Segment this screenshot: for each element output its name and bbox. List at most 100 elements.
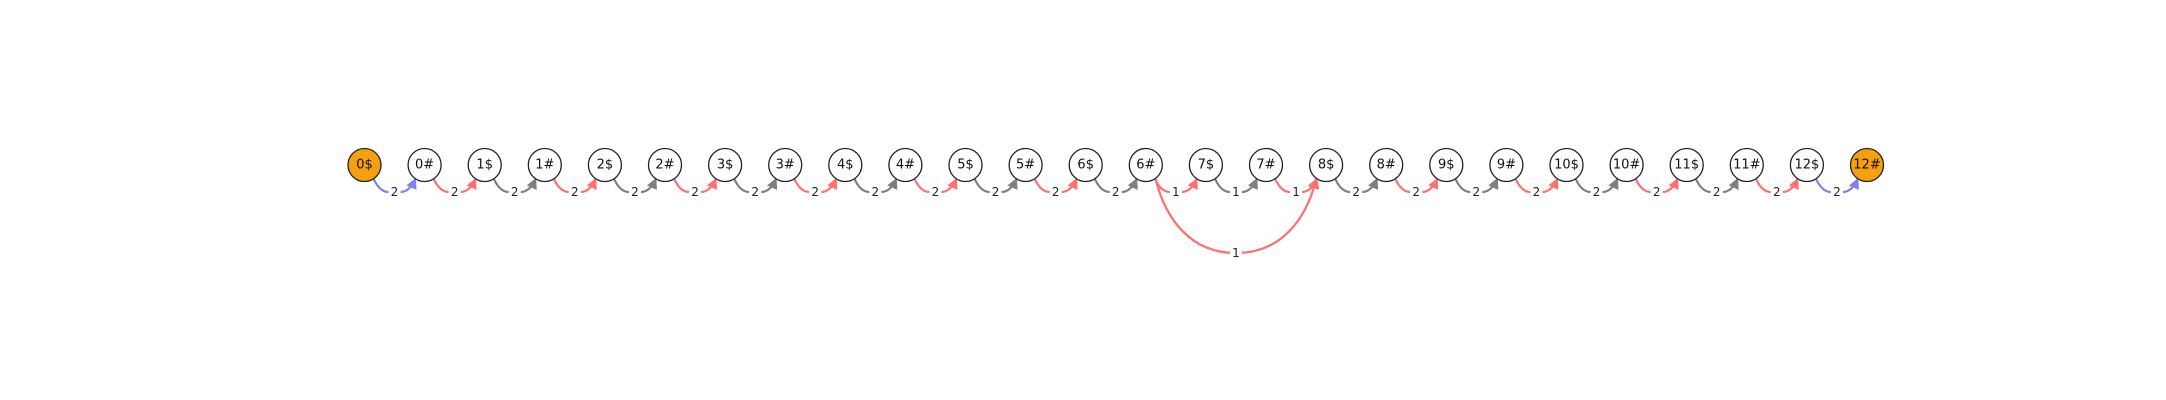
node-circle [1489, 147, 1524, 183]
edge-label-background [1229, 245, 1242, 261]
edge-11H-to-12S [1754, 179, 1798, 194]
edge-weight-label: 1 [1232, 246, 1240, 260]
node-circle [1669, 147, 1704, 183]
node-0H: 0# [407, 147, 442, 183]
edge-11S-to-11H [1694, 179, 1738, 194]
edge-0H-to-1S [432, 179, 476, 194]
terminal-node-circle [1849, 147, 1885, 183]
edge-label-background [929, 184, 942, 200]
edge-label-background [1530, 184, 1543, 200]
node-label: 9# [1497, 158, 1516, 173]
node-label: 4# [896, 158, 915, 173]
edge-weight-label: 2 [1052, 185, 1060, 199]
node-circle [1248, 147, 1284, 183]
edge-12S-to-12H [1814, 179, 1858, 194]
node-circle [707, 147, 743, 183]
node-circle [768, 147, 803, 183]
edge-0S-to-0H [372, 179, 416, 194]
edge-2S-to-2H [612, 179, 656, 194]
node-label: 0$ [356, 158, 373, 173]
node-circle [1068, 147, 1103, 183]
node-label: 1# [535, 158, 554, 173]
node-label: 8$ [1318, 158, 1335, 173]
edge-label-background [869, 184, 882, 200]
edge-labels-layer: 2 2 2 2 2 2 2 2 2 2 2 2 2 1 1 1 1 2 2 2 2 2 2 2 2 2 [388, 184, 1843, 261]
node-label: 2# [655, 158, 674, 173]
node-label: 12# [1853, 158, 1880, 173]
edges-layer [372, 178, 1858, 255]
edge-weight-label: 2 [571, 185, 579, 199]
node-label: 3$ [717, 158, 734, 173]
edge-label-background [388, 184, 401, 200]
node-9S: 9$ [1429, 147, 1464, 183]
node-1S: 1$ [467, 147, 502, 183]
node-8H: 8# [1369, 147, 1404, 183]
node-5S: 5$ [948, 147, 983, 183]
node-9H: 9# [1489, 147, 1524, 183]
edge-label-background [689, 184, 702, 200]
edge-label-background [1650, 184, 1663, 200]
edge-weight-label: 2 [1533, 185, 1541, 199]
edge-weight-label: 2 [691, 185, 699, 199]
node-5H: 5# [1008, 147, 1043, 183]
edge-weight-label: 2 [1473, 185, 1481, 199]
node-4H: 4# [888, 147, 923, 183]
node-11S: 11$ [1669, 147, 1704, 183]
edge-4S-to-4H [853, 179, 896, 194]
edge-weight-label: 2 [1412, 185, 1420, 199]
node-label: 6$ [1077, 158, 1094, 173]
edge-label-background [508, 184, 521, 200]
node-4S: 4$ [828, 147, 863, 183]
edge-weight-label: 1 [1232, 185, 1240, 199]
node-label: 6# [1136, 158, 1155, 173]
node-circle [1308, 147, 1344, 183]
node-circle [1008, 147, 1043, 183]
edge-label-background [989, 184, 1002, 200]
edge-label-background [1710, 184, 1723, 200]
node-label: 3# [776, 158, 795, 173]
node-label: 7# [1256, 158, 1275, 173]
node-label: 10# [1613, 158, 1640, 173]
node-label: 7$ [1198, 158, 1215, 173]
edge-weight-label: 2 [992, 185, 1000, 199]
node-10S: 10$ [1549, 147, 1584, 183]
edge-weight-label: 2 [391, 185, 399, 199]
node-7S: 7$ [1188, 147, 1224, 183]
edge-label-background [1770, 184, 1783, 200]
edge-weight-label: 2 [1713, 185, 1721, 199]
node-8S: 8$ [1308, 147, 1344, 183]
node-label: 12$ [1794, 158, 1819, 173]
node-label: 5$ [957, 158, 974, 173]
node-3H: 3# [768, 147, 803, 183]
node-circle [1789, 147, 1825, 183]
edge-6S-to-6H [1093, 179, 1137, 194]
node-11H: 11# [1729, 147, 1764, 183]
edge-label-background [448, 184, 461, 200]
node-circle [1429, 147, 1464, 183]
edge-weight-label: 2 [1112, 185, 1120, 199]
node-label: 11# [1733, 158, 1760, 173]
edge-weight-label: 2 [511, 185, 519, 199]
edge-3S-to-3H [733, 179, 776, 194]
node-circle [1549, 147, 1584, 183]
nodes-layer: 0$ 0# 1$ 1# 2$ 2# 3$ 3# 4$ 4# 5$ 5# 6$ 6# 7$ 7# 8$ 8# 9$ 9#… [347, 147, 1885, 183]
node-circle [948, 147, 983, 183]
edge-4H-to-5S [913, 179, 956, 194]
edge-label-background [749, 184, 762, 200]
node-circle [888, 147, 923, 183]
node-circle [1128, 147, 1163, 183]
node-label: 0# [415, 158, 434, 173]
node-7H: 7# [1248, 147, 1284, 183]
edge-8S-to-8H [1334, 179, 1377, 194]
edge-weight-label: 2 [1593, 185, 1601, 199]
node-2H: 2# [647, 147, 683, 183]
edge-label-background [568, 184, 581, 200]
node-circle [527, 147, 562, 183]
edge-5S-to-5H [973, 179, 1017, 194]
node-circle [828, 147, 863, 183]
edge-weight-label: 2 [1352, 185, 1360, 199]
edge-label-background [1410, 184, 1423, 200]
node-3S: 3$ [707, 147, 743, 183]
edge-label-background [1109, 184, 1122, 200]
edge-10H-to-11S [1634, 179, 1678, 194]
